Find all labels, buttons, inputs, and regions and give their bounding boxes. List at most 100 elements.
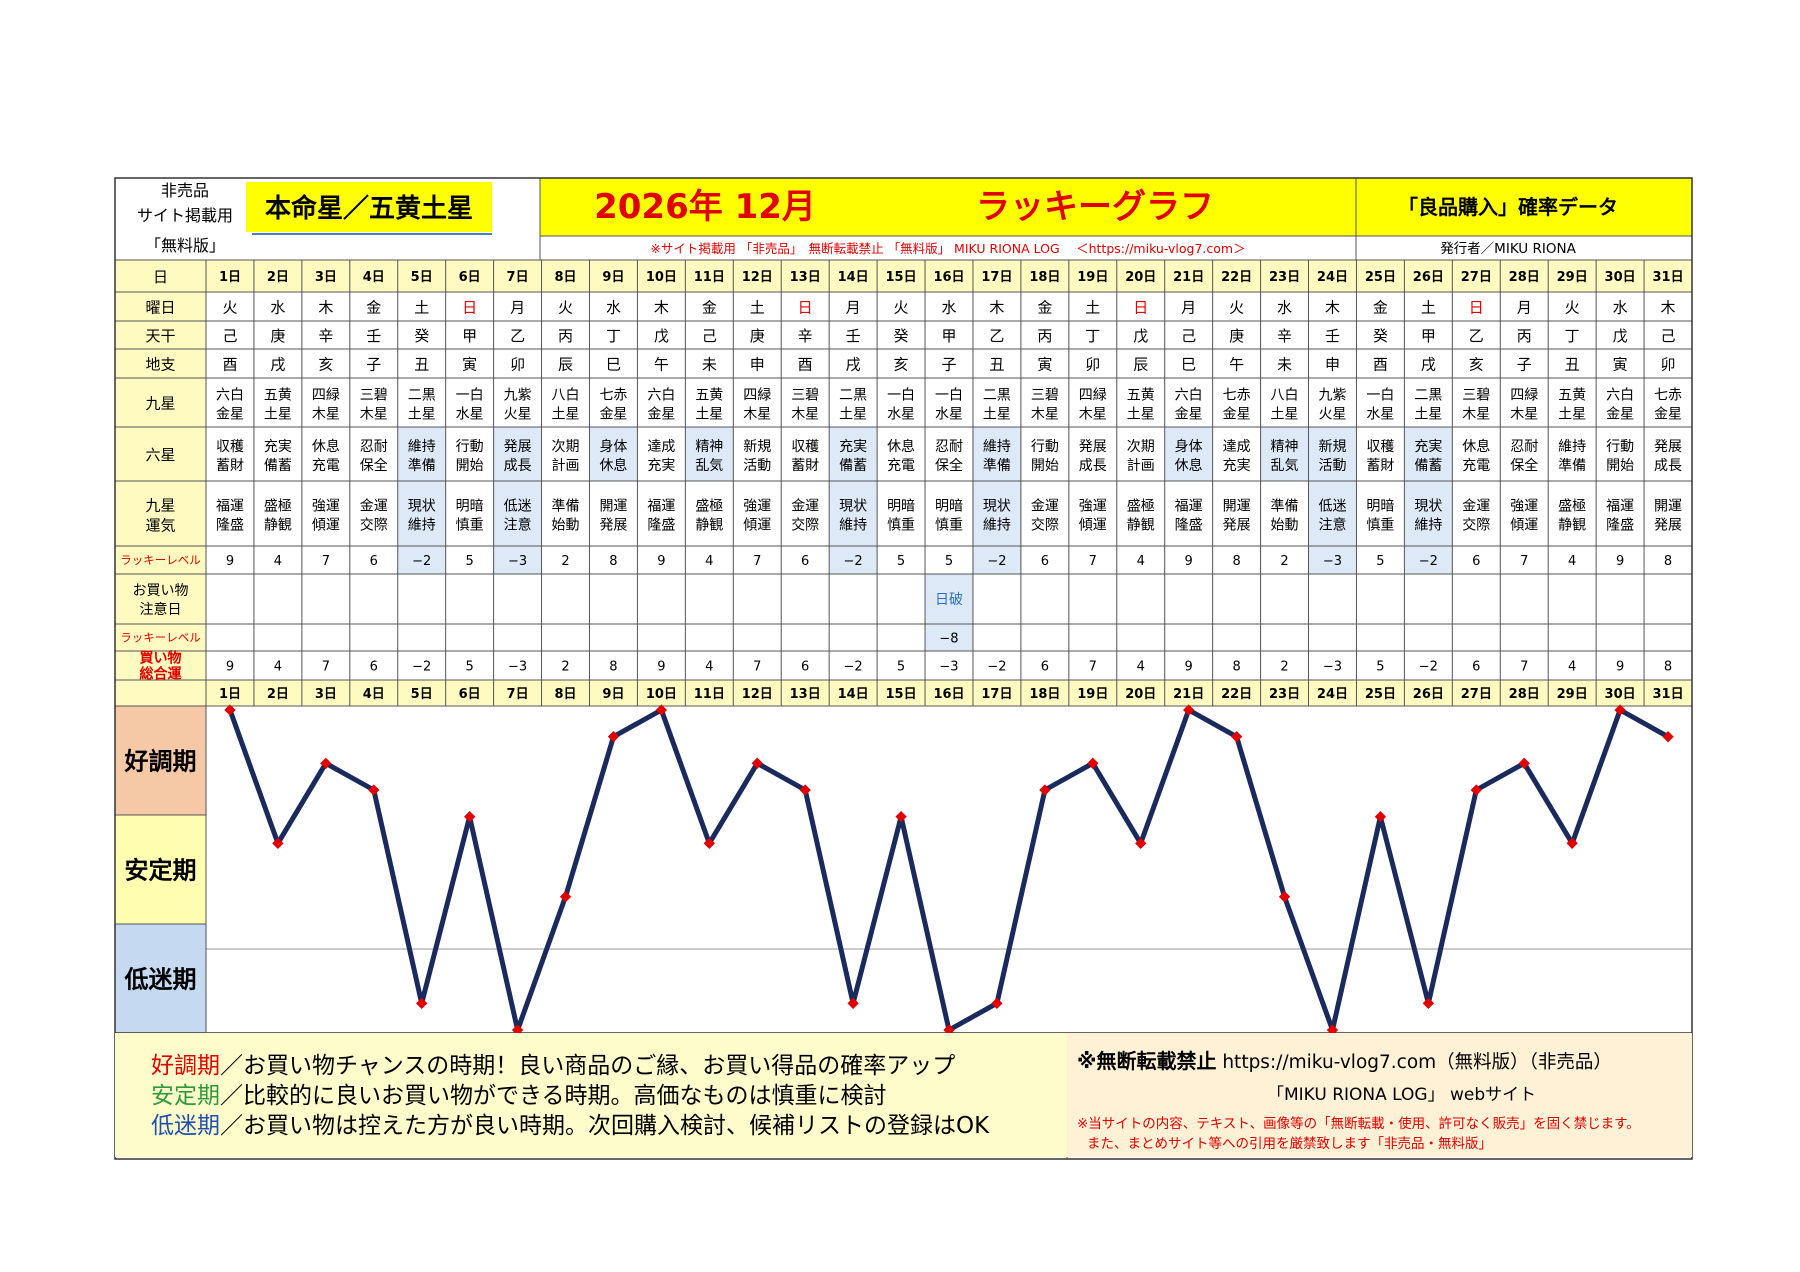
- table-grid: [114, 259, 1692, 1159]
- highlight-cell: [1404, 427, 1453, 481]
- total-value: 9: [1185, 660, 1193, 675]
- day-label-bottom: 4日: [363, 687, 385, 702]
- chishi-label: 巳: [606, 356, 621, 374]
- day-label-bottom: 5日: [411, 687, 433, 702]
- unki-label: 開運: [1223, 499, 1251, 515]
- unki-label: 盛極: [264, 499, 292, 515]
- row-label-cell: [115, 680, 206, 706]
- band-label: 安定期: [125, 857, 197, 885]
- weekday-label: 水: [270, 299, 285, 317]
- kyusei-label: 火星: [504, 407, 532, 423]
- kyusei-label: 五黄: [1558, 387, 1586, 404]
- chishi-label: 亥: [1469, 356, 1484, 374]
- tenkan-label: 己: [702, 327, 717, 345]
- unki-label: 福運: [216, 499, 244, 515]
- row-label: 買い物: [140, 650, 182, 667]
- unki-label: 強運: [1510, 499, 1538, 515]
- row-label-cell: [115, 624, 206, 651]
- kyusei-label: 木星: [1079, 407, 1107, 423]
- total-value: 9: [1616, 660, 1624, 675]
- unki-label: 交際: [1031, 517, 1059, 534]
- row-label: 総合運: [140, 666, 183, 683]
- unki-label: 低迷: [504, 499, 532, 515]
- weekday-label: 木: [1661, 299, 1676, 317]
- kyusei-label: 四緑: [1510, 388, 1538, 404]
- lucky-level-value: 5: [945, 554, 953, 569]
- rokusei-label: 休息: [1175, 457, 1203, 474]
- kyusei-label: 木星: [791, 407, 819, 423]
- chishi-label: 亥: [318, 356, 333, 374]
- data-point: [751, 757, 763, 769]
- rokusei-label: 活動: [1318, 458, 1346, 474]
- weekday-label: 土: [750, 299, 765, 317]
- lucky-level-value: −2: [987, 554, 1006, 569]
- unki-label: 開運: [1654, 499, 1682, 515]
- day-label: 23日: [1269, 270, 1300, 285]
- highlight-cell: [397, 546, 446, 574]
- unki-label: 傾運: [1079, 518, 1107, 534]
- day-label: 10日: [646, 270, 677, 285]
- tenkan-label: 丁: [606, 327, 621, 345]
- chishi-label: 子: [1517, 356, 1532, 374]
- title-graph: ラッキーグラフ: [976, 187, 1214, 227]
- unki-label: 慎重: [887, 518, 915, 534]
- day-label: 30日: [1605, 270, 1636, 285]
- day-label: 21日: [1173, 270, 1204, 285]
- lucky-level-value: −3: [1323, 554, 1342, 569]
- chishi-label: 子: [941, 356, 956, 374]
- chishi-label: 丑: [989, 356, 1004, 374]
- weekday-label: 日: [1469, 299, 1484, 317]
- unki-label: 隆盛: [216, 518, 244, 534]
- unki-label: 維持: [983, 518, 1011, 534]
- tenkan-label: 辛: [1277, 327, 1292, 345]
- lucky-level-value: 7: [753, 554, 761, 569]
- day-header-row: [206, 260, 1692, 292]
- chishi-label: 酉: [798, 356, 813, 374]
- row-label-cell: [115, 292, 206, 321]
- lucky-level-value: 9: [226, 554, 234, 569]
- row-label-cell: [115, 378, 206, 427]
- lucky-level-value: 8: [1664, 554, 1672, 569]
- rokusei-label: 充実: [1223, 458, 1251, 474]
- weekday-label: 日: [1133, 299, 1148, 317]
- day-label: 13日: [790, 270, 821, 285]
- kyusei-label: 二黒: [1414, 388, 1442, 404]
- rokusei-label: 行動: [456, 439, 484, 455]
- weekday-label: 金: [366, 299, 381, 317]
- total-value: 6: [370, 660, 378, 675]
- unki-label: 交際: [791, 517, 819, 534]
- unki-label: 明暗: [456, 499, 484, 515]
- row-label-cell: [115, 481, 206, 546]
- data-point: [1326, 1024, 1339, 1036]
- total-value: 7: [1520, 660, 1528, 675]
- lucky-level-value: 7: [1089, 554, 1097, 569]
- unki-label: 慎重: [935, 518, 963, 534]
- data-point: [799, 784, 811, 796]
- unki-label: 傾運: [312, 518, 340, 534]
- tenkan-label: 癸: [414, 327, 429, 345]
- rokusei-label: 維持: [408, 439, 436, 455]
- total-value: 6: [1472, 660, 1480, 675]
- weekday-label: 火: [894, 299, 909, 317]
- unki-label: 金運: [360, 499, 388, 515]
- kyusei-label: 水星: [456, 407, 484, 423]
- chishi-label: 未: [702, 356, 717, 374]
- day-label: 8日: [554, 270, 576, 285]
- rokusei-label: 計画: [552, 458, 580, 474]
- tenkan-label: 辛: [798, 327, 813, 345]
- chishi-label: 戌: [846, 356, 861, 374]
- rokusei-label: 開始: [1606, 458, 1634, 474]
- kyusei-label: 木星: [1031, 407, 1059, 423]
- legend-stable: 安定期／比較的に良いお買い物ができる時期。高価なものは慎重に検討: [151, 1081, 1067, 1111]
- row-label-cell: [115, 546, 206, 574]
- tenkan-label: 丁: [1565, 327, 1580, 345]
- notice-line1-bold: ※無断転載禁止: [1077, 1049, 1217, 1073]
- tenkan-label: 乙: [510, 327, 525, 345]
- weekday-label: 木: [989, 299, 1004, 317]
- tenkan-label: 己: [1661, 327, 1676, 345]
- day-label-bottom: 16日: [933, 687, 964, 702]
- data-point: [847, 997, 859, 1010]
- notice-line: ※サイト掲載用 「非売品」 無断転載禁止 「無料版」 MIKU RIONA LO…: [650, 241, 1245, 256]
- unki-label: 維持: [408, 518, 436, 534]
- unki-label: 金運: [791, 499, 819, 515]
